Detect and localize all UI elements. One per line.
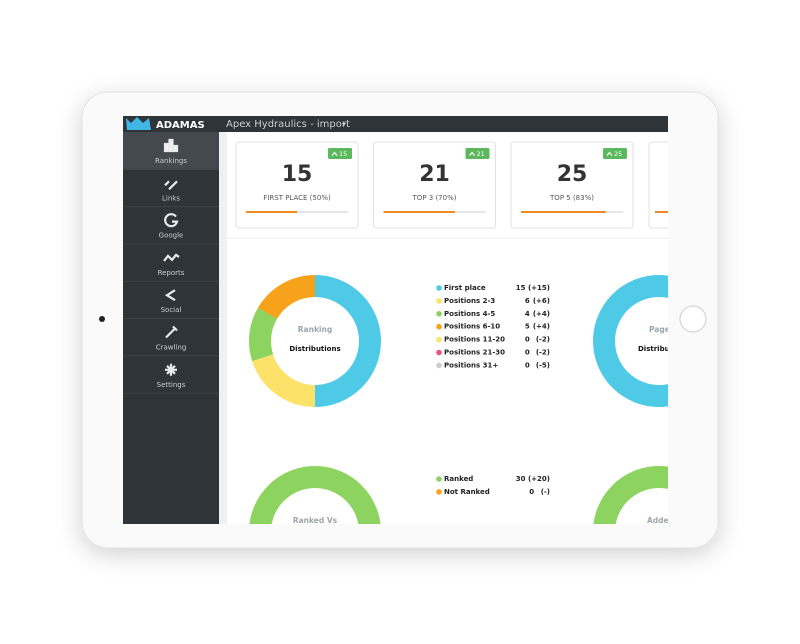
sidebar-icon — [164, 180, 178, 191]
sidebar-label[interactable]: Social — [161, 306, 182, 314]
legend-dot — [436, 336, 442, 343]
badge-caret — [606, 151, 613, 156]
donut-title: Ranking — [298, 325, 332, 334]
legend-dot — [436, 349, 442, 356]
legend-dot — [436, 476, 442, 482]
legend-value: 0 — [529, 488, 534, 496]
logo-text: ADAMAS — [156, 120, 205, 131]
legend-change: (+6) — [533, 297, 550, 305]
card-value: 21 — [419, 162, 450, 187]
sidebar-icon — [165, 363, 177, 376]
camera — [99, 316, 105, 322]
card-progress — [655, 211, 668, 213]
badge-caret — [469, 151, 475, 156]
legend-value: 5 — [525, 323, 530, 331]
badge — [328, 148, 352, 159]
legend-value: 4 — [525, 310, 530, 318]
sidebar-label[interactable]: Settings — [157, 381, 186, 389]
legend-change: (+4) — [533, 310, 550, 318]
legend-change: (+4) — [533, 323, 550, 331]
legend-dot — [436, 285, 442, 291]
card-label: FIRST PLACE (50%) — [263, 194, 331, 202]
badge-value: 21 — [477, 150, 485, 158]
sidebar-label[interactable]: Links — [162, 194, 180, 202]
legend-dot — [436, 298, 442, 304]
legend-value: 0 — [525, 349, 530, 357]
card — [373, 141, 496, 229]
donut-subtitle: Distributions — [638, 345, 689, 353]
legend-change: (-2) — [536, 336, 550, 344]
badge-caret — [331, 151, 338, 156]
legend-dot — [436, 489, 442, 495]
card-value: 25 — [557, 162, 588, 187]
legend-change: (-5) — [536, 361, 550, 369]
card — [648, 141, 668, 229]
progress-fill — [383, 211, 455, 213]
badge-value: 25 — [614, 150, 622, 158]
sidebar-label[interactable]: Rankings — [155, 157, 187, 165]
legend-label: Ranked — [444, 475, 473, 483]
legend-change: (-2) — [536, 349, 550, 357]
legend-label: Positions 2-3 — [444, 297, 495, 305]
legend-change: (+20) — [528, 475, 550, 483]
top-bar — [123, 116, 668, 132]
legend-label: Positions 6-10 — [444, 323, 500, 331]
legend-change: (-) — [541, 488, 550, 496]
logo-crown — [126, 117, 151, 130]
sidebar-icon — [164, 213, 179, 228]
card-value: 15 — [282, 162, 313, 187]
legend-label: Positions 11-20 — [444, 336, 505, 344]
sidebar-label[interactable]: Reports — [158, 269, 185, 277]
donut-title: Ranked Vs — [293, 516, 338, 525]
badge — [465, 148, 490, 159]
sidebar-icon — [164, 289, 176, 302]
legend-value: 6 — [525, 297, 530, 305]
header-title[interactable]: Apex Hydraulics - import — [226, 119, 350, 130]
donut-segment — [249, 275, 381, 407]
donut-segment — [249, 275, 381, 407]
donut-segment — [249, 466, 381, 524]
badge-value: 15 — [339, 150, 347, 158]
sidebar-label[interactable]: Google — [159, 232, 184, 240]
added-donut — [593, 466, 668, 524]
card — [510, 141, 634, 229]
donut-subtitle: Distributions — [289, 345, 340, 353]
legend-label: Positions 31+ — [444, 361, 498, 369]
legend-label: Positions 21-30 — [444, 349, 505, 357]
card — [235, 141, 359, 229]
home-button[interactable] — [679, 305, 707, 333]
sidebar — [123, 132, 219, 524]
page-donut — [593, 275, 668, 407]
sidebar-label[interactable]: Crawling — [156, 344, 187, 352]
sidebar-icon — [163, 253, 180, 262]
card-label: TOP 3 (70%) — [412, 194, 457, 202]
legend-dot — [436, 362, 442, 369]
card-label: TOP 5 (83%) — [549, 194, 594, 202]
progress-fill — [246, 211, 297, 213]
legend-label: Positions 4-5 — [444, 310, 495, 318]
legend-dot — [436, 323, 442, 330]
donut-title: Page — [649, 325, 670, 334]
legend-label: Not Ranked — [444, 488, 490, 496]
screen: ADAMAS Apex Hydraulics - import Page Dis… — [123, 116, 689, 525]
donut-title: Added — [647, 516, 674, 525]
legend-value: 15 — [516, 284, 526, 292]
legend-value: 30 — [516, 475, 526, 483]
legend-label: First place — [444, 284, 486, 292]
legend-dot — [436, 311, 442, 317]
progress-fill — [521, 211, 606, 213]
legend-change: (+15) — [528, 284, 550, 292]
sidebar-icon — [165, 325, 178, 339]
legend-value: 0 — [525, 361, 530, 369]
legend-value: 0 — [525, 336, 530, 344]
dropdown-caret — [342, 123, 346, 126]
sidebar-icon — [163, 138, 179, 153]
content-gutter — [219, 132, 227, 524]
badge — [603, 148, 627, 159]
